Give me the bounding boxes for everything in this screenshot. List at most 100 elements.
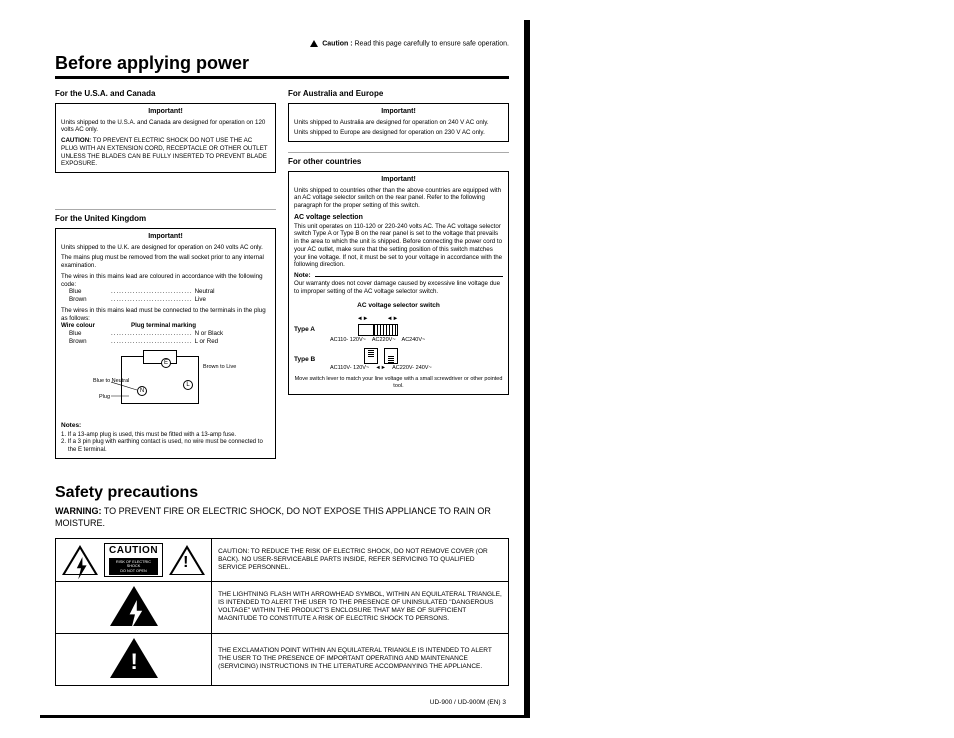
exclamation-icon-cell: ! (56, 633, 212, 685)
plug-diagram: E L N Brown to Live Blue to Neutral Plug (61, 350, 270, 418)
usa-box: Important! Units shipped to the U.S.A. a… (55, 103, 276, 173)
caution-bar: RISK OF ELECTRIC SHOCK DO NOT OPEN (109, 558, 158, 575)
selector-note: Move switch lever to match your line vol… (294, 376, 503, 390)
uk-box: Important! Units shipped to the U.K. are… (55, 228, 276, 459)
col-mark: Plug terminal marking (131, 322, 196, 330)
uk-mark-header: Wire colour Plug terminal marking (61, 322, 270, 330)
mark-name: Blue (69, 330, 109, 338)
safety-text-1: CAUTION: TO REDUCE THE RISK OF ELECTRIC … (212, 538, 509, 581)
mark-row: Blue..............................N or B… (69, 330, 270, 338)
safety-warning: WARNING: TO PREVENT FIRE OR ELECTRIC SHO… (55, 506, 509, 529)
other-box: Important! Units shipped to countries ot… (288, 171, 509, 395)
type-b-labels: AC110V- 120V~ ◄► AC220V- 240V~ (330, 365, 432, 372)
voltage-label: AC220V- 240V~ (392, 365, 432, 372)
note-line: Note: (294, 272, 503, 280)
aus-box: Important! Units shipped to Australia ar… (288, 103, 509, 142)
type-a-row: Type A ◄►◄► AC110- 120V~ AC220V~ AC240V~ (294, 316, 503, 344)
right-column: For Australia and Europe Important! Unit… (288, 89, 509, 469)
footer-text: UD-900 / UD-900M (EN) 3 (430, 699, 506, 706)
caution-label-box: CAUTION RISK OF ELECTRIC SHOCK DO NOT OP… (104, 543, 163, 577)
regions-columns: For the U.S.A. and Canada Important! Uni… (55, 89, 509, 469)
uk-heading: For the United Kingdom (55, 209, 276, 224)
voltage-label: AC110V- 120V~ (330, 365, 369, 372)
safety-row: ! THE EXCLAMATION POINT WITHIN AN EQUILA… (56, 633, 509, 685)
mark-name: Brown (69, 338, 109, 346)
safety-text-2: THE LIGHTNING FLASH WITH ARROWHEAD SYMBO… (212, 581, 509, 633)
type-a-diagram: ◄►◄► AC110- 120V~ AC220V~ AC240V~ (330, 316, 425, 344)
safety-row: CAUTION RISK OF ELECTRIC SHOCK DO NOT OP… (56, 538, 509, 581)
label-brown: Brown to Live (203, 364, 236, 371)
terminal-l: L (183, 380, 193, 390)
label-plug: Plug (99, 394, 110, 401)
top-caution-label: Caution : (322, 40, 352, 47)
uk-body2: The mains plug must be removed from the … (61, 254, 270, 270)
type-a-labels: AC110- 120V~ AC220V~ AC240V~ (330, 337, 425, 344)
type-a-label: Type A (294, 326, 330, 334)
exclamation-mark-icon: ! (131, 648, 138, 676)
type-b-label: Type B (294, 356, 330, 364)
wire-mark: Live (195, 296, 206, 304)
caution-banner-cell: CAUTION RISK OF ELECTRIC SHOCK DO NOT OP… (56, 538, 212, 581)
bar-line: RISK OF ELECTRIC SHOCK (111, 560, 156, 568)
mark-value: L or Red (195, 338, 219, 346)
uk-body4: The wires in this mains lead must be con… (61, 307, 270, 323)
aus-body1: Units shipped to Australia are designed … (294, 119, 503, 127)
uk-note: 2. If a 3 pin plug with earthing contact… (68, 439, 270, 454)
lightning-triangle-icon (62, 545, 98, 575)
usa-caution-text: TO PREVENT ELECTRIC SHOCK DO NOT USE THE… (61, 137, 267, 167)
caution-big: CAUTION (109, 545, 158, 558)
bolt-icon (126, 600, 144, 629)
caution-banner: CAUTION RISK OF ELECTRIC SHOCK DO NOT OP… (62, 543, 205, 577)
wire-name: Brown (69, 296, 109, 304)
uk-body3: The wires in this mains lead are coloure… (61, 273, 270, 289)
plug-cable-entry (143, 350, 177, 364)
mark-row: Brown..............................L or … (69, 338, 270, 346)
uk-notes-label: Notes: (61, 422, 270, 430)
manual-page: Caution : Read this page carefully to en… (40, 20, 530, 718)
uk-note: 1. If a 13-amp plug is used, this must b… (68, 432, 270, 440)
usa-important: Important! (61, 108, 270, 117)
uk-marks: Blue..............................N or B… (69, 330, 270, 346)
arrows-icon: ◄►◄► (357, 316, 399, 324)
lightning-icon-cell (56, 581, 212, 633)
safety-title: Safety precautions (55, 483, 509, 502)
wire-mark: Neutral (195, 288, 215, 296)
voltage-label: AC240V~ (402, 337, 426, 344)
switch-box (384, 348, 398, 364)
selector-block: AC voltage selector switch Type A ◄►◄► A… (294, 302, 503, 390)
acsel-heading: AC voltage selection (294, 214, 503, 223)
selector-title: AC voltage selector switch (294, 302, 503, 310)
other-important: Important! (294, 176, 503, 185)
acsel-body: This unit operates on 110-120 or 220-240… (294, 223, 503, 270)
warning-text: TO PREVENT FIRE OR ELECTRIC SHOCK, DO NO… (55, 506, 491, 528)
aus-heading: For Australia and Europe (288, 89, 509, 99)
switch-slider (358, 324, 374, 336)
page-footer: UD-900 / UD-900M (EN) 3 (430, 699, 506, 707)
type-b-diagram: AC110V- 120V~ ◄► AC220V- 240V~ (330, 348, 432, 372)
safety-table: CAUTION RISK OF ELECTRIC SHOCK DO NOT OP… (55, 538, 509, 686)
plug-lead-line (111, 380, 141, 400)
bar-line: DO NOT OPEN (111, 569, 156, 573)
uk-notes: 1. If a 13-amp plug is used, this must b… (61, 432, 270, 455)
voltage-label: AC110- 120V~ (330, 337, 366, 344)
type-b-row: Type B AC110V- 120V~ ◄► AC220V- 240V~ (294, 348, 503, 372)
warning-label: WARNING: (55, 506, 102, 516)
note-body: Our warranty does not cover damage cause… (294, 280, 503, 296)
typeB-switches (364, 348, 398, 364)
other-heading: For other countries (288, 152, 509, 167)
switch-body (358, 324, 398, 336)
col-wire: Wire colour (61, 322, 131, 330)
section-title: Before applying power (55, 53, 509, 80)
mark-value: N or Black (195, 330, 224, 338)
safety-text-3: THE EXCLAMATION POINT WITHIN AN EQUILATE… (212, 633, 509, 685)
safety-row: THE LIGHTNING FLASH WITH ARROWHEAD SYMBO… (56, 581, 509, 633)
warning-triangle-icon (310, 40, 318, 47)
uk-body1: Units shipped to the U.K. are designed f… (61, 244, 270, 252)
wire-row: Blue..............................Neutra… (69, 288, 270, 296)
left-column: For the U.S.A. and Canada Important! Uni… (55, 89, 276, 469)
uk-wire-colors: Blue..............................Neutra… (69, 288, 270, 304)
switch-box (364, 348, 378, 364)
aus-body2: Units shipped to Europe are designed for… (294, 129, 503, 137)
usa-caution-label: CAUTION: (61, 137, 91, 144)
usa-body1: Units shipped to the U.S.A. and Canada a… (61, 119, 270, 135)
